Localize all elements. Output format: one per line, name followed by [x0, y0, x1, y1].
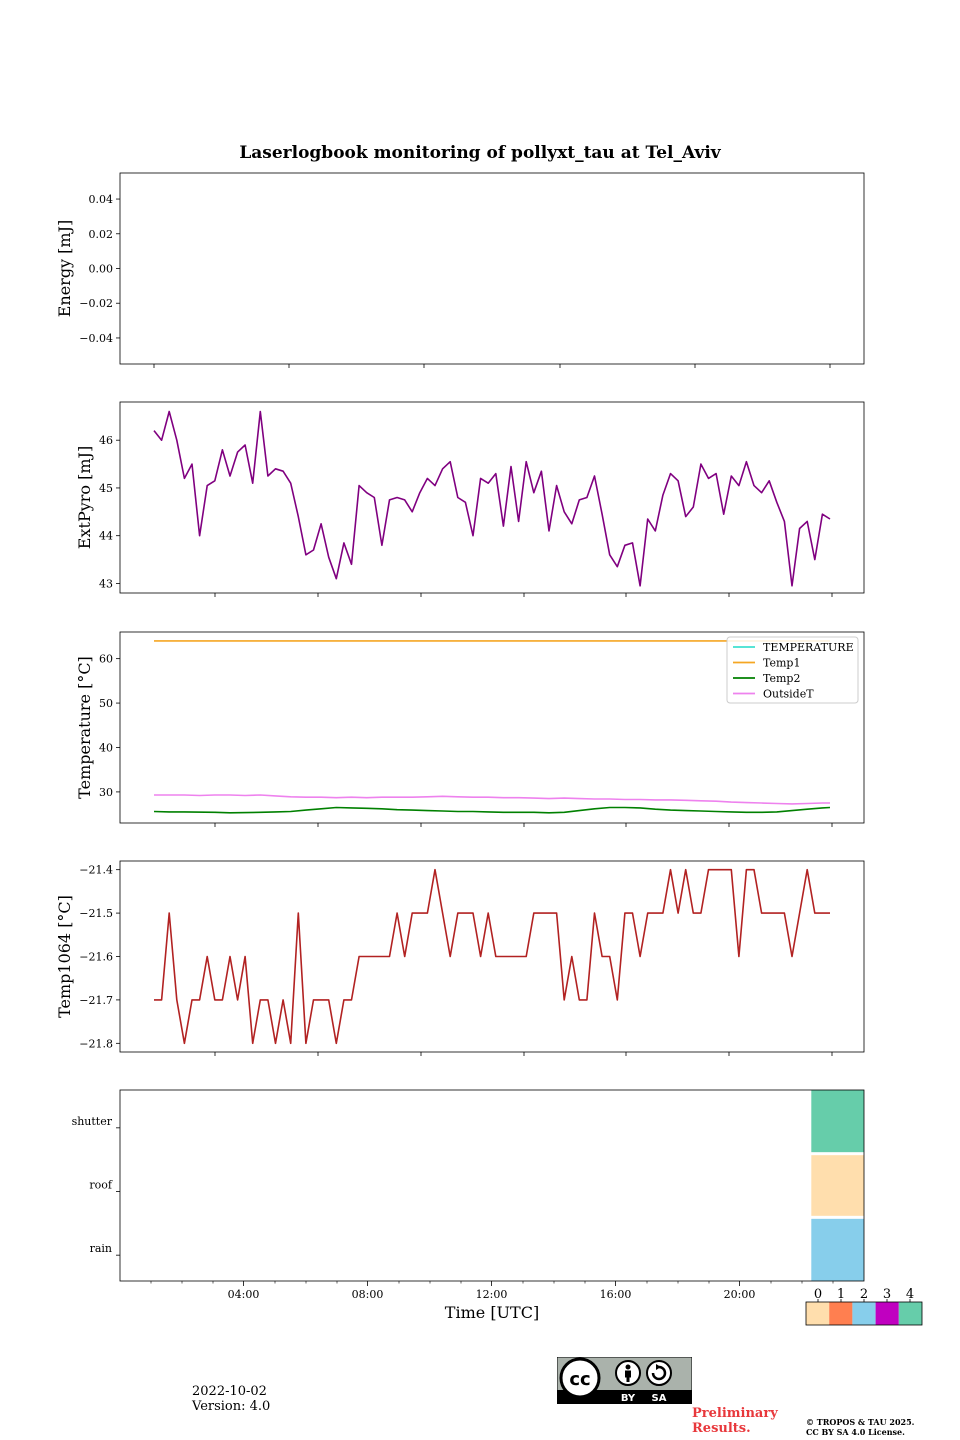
y-tick-label: −21.6	[79, 951, 113, 964]
row-label-rain: rain	[90, 1242, 112, 1255]
x-tick-label: 04:00	[228, 1288, 260, 1301]
y-axis-label: Energy [mJ]	[55, 220, 74, 318]
y-tick-label: 30	[99, 786, 113, 799]
preliminary-note: Preliminary Results.	[692, 1406, 778, 1436]
chart-panel-5: shutter roof rain 04:00 08:00 12:00 16:00 20:00…	[72, 1089, 923, 1326]
copyright-line-2: CC BY SA 4.0 License.	[806, 1427, 905, 1437]
panel-frame	[119, 860, 865, 1053]
chart-panel-3: 30 40 50 60 Temperature [°C] TEMPERATURE Temp1…	[75, 631, 865, 827]
y-tick-label: 0.00	[89, 263, 114, 276]
y-tick-label: −21.8	[79, 1037, 113, 1050]
colorbar-label: 3	[883, 1287, 891, 1302]
colorbar-cell-3	[875, 1302, 899, 1325]
svg-text:cc: cc	[569, 1369, 590, 1390]
y-tick-label: −21.4	[79, 864, 113, 877]
preliminary-line-2: Results.	[692, 1421, 751, 1436]
by-person-icon	[615, 1360, 641, 1386]
cc-logo-icon: cc	[559, 1357, 601, 1399]
colorbar-label: 2	[860, 1287, 868, 1302]
row-label-shutter: shutter	[72, 1115, 113, 1128]
chart-panel-4: −21.8 −21.7 −21.6 −21.5 −21.4 Temp1064 [°C]	[55, 860, 865, 1056]
chart-panel-2: 43 44 45 46 ExtPyro [mJ]	[75, 401, 865, 597]
x-axis-label: Time [UTC]	[445, 1303, 539, 1322]
legend-box	[726, 636, 859, 704]
chart-panel-1: −0.04 −0.02 0.00 0.02 0.04 Energy [mJ]	[55, 172, 865, 368]
panel-frame	[119, 1089, 865, 1282]
figure-title: Laserlogbook monitoring of pollyxt_tau a…	[239, 143, 721, 163]
x-tick-label: 16:00	[600, 1288, 632, 1301]
panel-frame	[119, 172, 865, 365]
series-line	[154, 868, 830, 1045]
share-alike-icon	[646, 1360, 672, 1386]
series-line	[154, 794, 830, 805]
legend-label: Temp1	[763, 657, 800, 670]
y-tick-label: 40	[99, 741, 113, 754]
by-label: BY	[621, 1393, 636, 1404]
y-tick-label: 0.04	[89, 193, 114, 206]
y-tick-label: 45	[99, 482, 113, 495]
y-tick-label: 50	[99, 697, 113, 710]
x-tick-label: 12:00	[476, 1288, 508, 1301]
colorbar-cell-4	[898, 1302, 922, 1325]
x-tick-label: 20:00	[724, 1288, 756, 1301]
colorbar-cell-2	[852, 1302, 876, 1325]
copyright-line-1: © TROPOS & TAU 2025.	[806, 1417, 915, 1427]
y-tick-label: 46	[99, 434, 113, 447]
y-axis-label: Temperature [°C]	[75, 656, 94, 799]
row-label-roof: roof	[89, 1179, 113, 1192]
colorbar-label: 4	[906, 1287, 914, 1302]
cc-license-badge: cc BY SA	[557, 1357, 692, 1404]
colorbar-cell-0	[806, 1302, 830, 1325]
version-text: Version: 4.0	[192, 1399, 271, 1414]
panel-frame	[119, 631, 865, 824]
y-axis-label: Temp1064 [°C]	[55, 895, 74, 1018]
colorbar-label: 0	[814, 1287, 822, 1302]
legend-label: Temp2	[763, 672, 800, 685]
colorbar-cell-1	[829, 1302, 853, 1325]
y-axis-label: ExtPyro [mJ]	[75, 446, 94, 549]
y-tick-label: 60	[99, 653, 113, 666]
panel-frame	[119, 401, 865, 594]
y-tick-label: −21.7	[79, 994, 113, 1007]
colorbar-label: 1	[837, 1287, 845, 1302]
y-tick-label: 0.02	[89, 228, 114, 241]
y-tick-label: −0.02	[79, 297, 113, 310]
date-text: 2022-10-02	[192, 1384, 267, 1399]
y-tick-label: −21.5	[79, 907, 113, 920]
legend-label: TEMPERATURE	[763, 641, 854, 654]
preliminary-line-1: Preliminary	[692, 1406, 778, 1421]
y-tick-label: −0.04	[79, 332, 113, 345]
y-tick-label: 43	[99, 577, 113, 590]
y-tick-label: 44	[99, 530, 113, 543]
x-tick-label: 08:00	[352, 1288, 384, 1301]
copyright-note: © TROPOS & TAU 2025. CC BY SA 4.0 Licens…	[806, 1417, 914, 1437]
status-block-rain	[811, 1218, 864, 1281]
series-line	[153, 806, 831, 814]
legend-label: OutsideT	[763, 688, 814, 701]
status-block-shutter	[811, 1090, 864, 1153]
date-block: 2022-10-02 Version: 4.0	[192, 1384, 270, 1414]
sa-label: SA	[652, 1393, 667, 1404]
status-block-roof	[811, 1155, 864, 1216]
series-line	[153, 410, 831, 587]
